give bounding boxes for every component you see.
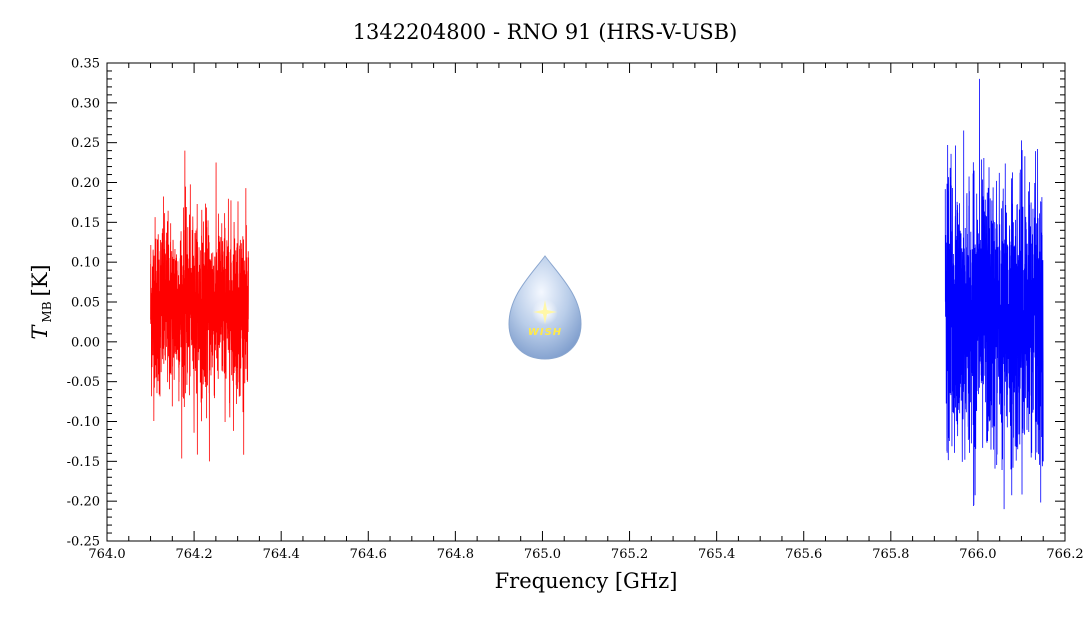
chart-title: 1342204800 - RNO 91 (HRS-V-USB) [353, 20, 738, 44]
y-axis: -0.25 -0.20 -0.15 -0.10 -0.05 0.00 0.05 0.10 0.1… [67, 57, 1065, 550]
x-tick-label: 764.8 [437, 547, 474, 562]
logo-text: WISH [528, 327, 562, 338]
x-tick-label: 766.2 [1046, 547, 1083, 562]
spectrum-series-1 [150, 150, 249, 462]
y-tick-label: 0.00 [71, 335, 100, 350]
x-tick-label: 764.6 [350, 547, 387, 562]
x-axis-label: Frequency [GHz] [495, 569, 678, 593]
x-tick-label: 764.4 [263, 547, 300, 562]
y-tick-label: -0.20 [67, 495, 100, 510]
x-tick-label: 765.4 [698, 547, 735, 562]
x-tick-label: 765.2 [611, 547, 648, 562]
y-tick-label: 0.05 [71, 296, 100, 311]
y-tick-label: 0.20 [71, 176, 100, 191]
spectrum-series-2 [944, 78, 1044, 510]
y-tick-label: 0.15 [71, 216, 100, 231]
y-tick-label: -0.10 [67, 415, 100, 430]
x-axis: 764.0 764.2 764.4 764.6 764.8 765.0 765.2 765.4… [88, 63, 1084, 562]
y-tick-label: 0.10 [71, 256, 100, 271]
x-tick-label: 766.0 [959, 547, 996, 562]
x-tick-label: 765.8 [872, 547, 909, 562]
y-tick-label: -0.25 [67, 535, 100, 550]
series-layer [150, 78, 1044, 510]
y-axis-label: TMB[K] [28, 264, 54, 339]
y-tick-label: -0.15 [67, 455, 100, 470]
y-tick-label: -0.05 [67, 375, 100, 390]
x-tick-label: 765.0 [524, 547, 561, 562]
x-tick-label: 764.0 [88, 547, 125, 562]
y-tick-label: 0.30 [71, 96, 100, 111]
y-tick-label: 0.25 [71, 136, 100, 151]
x-tick-label: 765.6 [785, 547, 822, 562]
y-tick-label: 0.35 [71, 57, 100, 72]
plot-frame [106, 62, 1066, 542]
x-tick-label: 764.2 [175, 547, 212, 562]
wish-logo: WISH [508, 255, 582, 360]
